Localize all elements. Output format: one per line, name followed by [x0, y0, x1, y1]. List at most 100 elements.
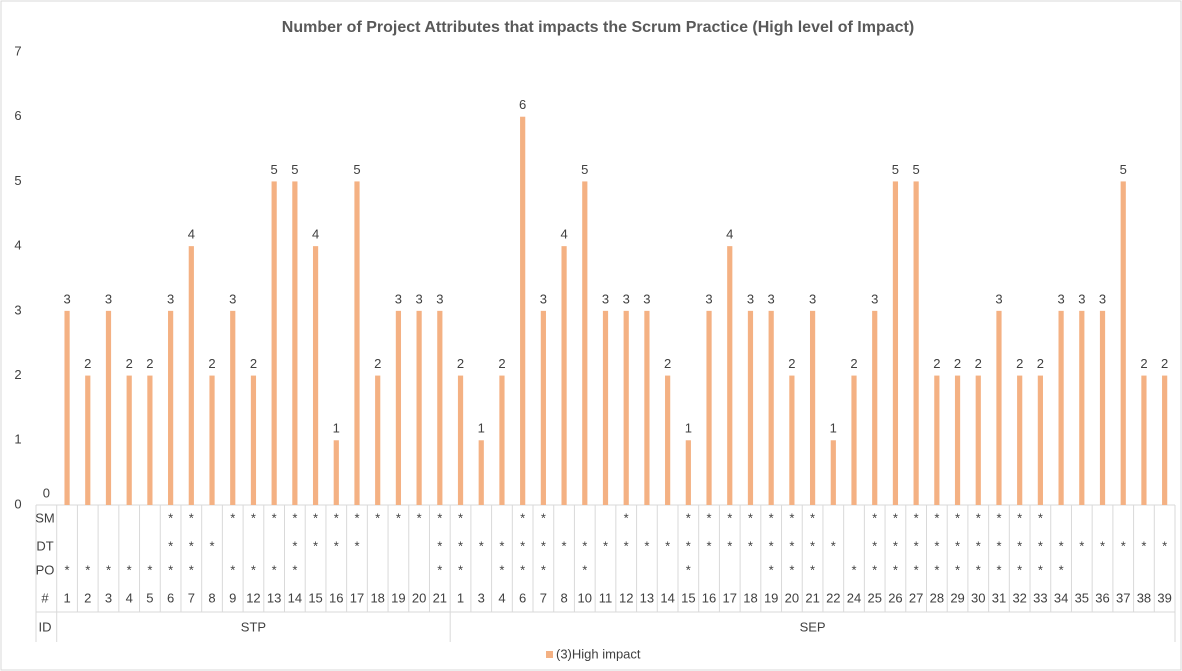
table-cell: *: [851, 562, 856, 577]
bar: [333, 440, 339, 505]
table-cell: *: [976, 510, 981, 525]
data-label: 3: [436, 291, 443, 306]
bar: [602, 310, 609, 505]
x-tick-label: 17: [723, 590, 737, 605]
table-cell: *: [582, 538, 587, 553]
table-cell: *: [831, 538, 836, 553]
data-label: 1: [830, 421, 837, 436]
x-tick-label: 26: [888, 590, 902, 605]
table-cell: *: [230, 562, 235, 577]
bar: [64, 310, 70, 505]
table-cell: *: [479, 538, 484, 553]
bar: [457, 375, 464, 505]
table-cell: *: [707, 538, 712, 553]
bar: [665, 375, 671, 505]
bar: [230, 310, 236, 505]
x-tick-label: 39: [1157, 590, 1171, 605]
y-tick-label: 2: [14, 367, 21, 382]
x-tick-label: 30: [971, 590, 985, 605]
table-cell: *: [354, 510, 359, 525]
table-cell: *: [562, 538, 567, 553]
data-label: 3: [1078, 291, 1085, 306]
x-tick-label: 14: [660, 590, 674, 605]
bar: [1099, 310, 1106, 505]
bar: [582, 181, 588, 505]
table-cell: *: [976, 562, 981, 577]
table-cell: *: [230, 510, 235, 525]
table-cell: *: [541, 562, 546, 577]
data-label: 6: [519, 97, 526, 112]
bar: [1120, 181, 1126, 505]
bar: [644, 310, 650, 505]
table-cell: *: [106, 562, 111, 577]
row-header: DT: [36, 538, 53, 553]
x-tick-label: 7: [540, 590, 547, 605]
y-tick-label: 6: [14, 108, 21, 123]
chart-title: Number of Project Attributes that impact…: [282, 19, 914, 36]
data-label: 3: [395, 291, 402, 306]
x-tick-label: 11: [599, 590, 613, 605]
x-tick-label: 18: [370, 590, 384, 605]
data-label: 2: [1140, 356, 1147, 371]
data-label: 3: [167, 291, 174, 306]
table-cell: *: [1038, 510, 1043, 525]
x-tick-label: 32: [1012, 590, 1026, 605]
group-label: SEP: [800, 619, 826, 634]
table-cell: *: [292, 510, 297, 525]
table-cell: *: [354, 538, 359, 553]
data-label: 2: [457, 356, 464, 371]
table-cell: *: [1038, 562, 1043, 577]
table-cell: *: [976, 538, 981, 553]
table-cell: *: [168, 510, 173, 525]
table-cell: *: [437, 562, 442, 577]
bar: [727, 246, 733, 505]
table-cell: *: [914, 510, 919, 525]
data-label: 3: [105, 291, 112, 306]
x-tick-label: 1: [457, 590, 464, 605]
bar: [354, 181, 360, 505]
table-cell: *: [665, 538, 670, 553]
x-tick-label: 12: [246, 590, 260, 605]
data-label: 2: [954, 356, 961, 371]
table-cell: *: [748, 510, 753, 525]
data-label: 5: [353, 162, 360, 177]
x-tick-label: 37: [1116, 590, 1130, 605]
x-tick-label: 16: [329, 590, 343, 605]
data-label: 2: [146, 356, 153, 371]
x-tick-label: 38: [1137, 590, 1151, 605]
x-tick-label: 3: [478, 590, 485, 605]
data-label: 4: [560, 227, 567, 242]
bar: [395, 310, 402, 505]
data-label: 1: [333, 421, 340, 436]
data-label: 3: [643, 291, 650, 306]
data-label: 2: [664, 356, 671, 371]
table-cell: *: [65, 562, 70, 577]
bar: [789, 375, 795, 505]
table-cell: *: [1017, 510, 1022, 525]
table-cell: *: [168, 562, 173, 577]
table-cell: *: [1100, 538, 1105, 553]
data-label: 3: [809, 291, 816, 306]
data-label: 2: [850, 356, 857, 371]
bar: [271, 181, 277, 505]
bar: [312, 246, 319, 505]
x-tick-label: 36: [1095, 590, 1109, 605]
table-cell: *: [272, 562, 277, 577]
data-label: 2: [933, 356, 940, 371]
data-label: 5: [892, 162, 899, 177]
table-cell: *: [85, 562, 90, 577]
bar: [250, 375, 257, 505]
bar: [768, 310, 774, 505]
data-label: 4: [188, 227, 195, 242]
table-cell: *: [996, 562, 1001, 577]
bar: [934, 375, 940, 505]
data-label: 3: [871, 291, 878, 306]
data-label: 2: [1161, 356, 1168, 371]
table-cell: *: [541, 510, 546, 525]
x-tick-label: #: [41, 590, 49, 605]
data-label: 3: [747, 291, 754, 306]
table-cell: *: [603, 538, 608, 553]
table-cell: *: [872, 562, 877, 577]
data-label: 2: [208, 356, 215, 371]
table-cell: *: [458, 510, 463, 525]
